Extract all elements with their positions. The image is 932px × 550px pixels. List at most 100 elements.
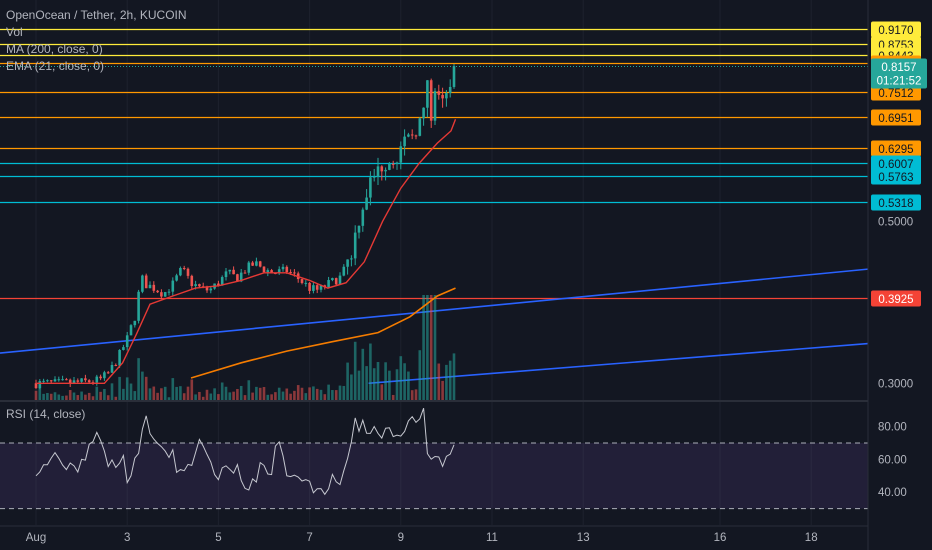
time-tick-label: 13 xyxy=(577,532,590,544)
candle-body xyxy=(232,269,235,275)
ma200-line xyxy=(190,287,456,379)
candle-body xyxy=(125,335,129,348)
candle-body xyxy=(239,272,243,282)
candle-body xyxy=(87,380,91,383)
volume-bar xyxy=(437,363,441,400)
volume-bar xyxy=(175,386,178,400)
volume-bar xyxy=(388,370,391,400)
candle-body xyxy=(152,284,156,291)
volume-bar xyxy=(84,394,87,400)
price-level-label: 0.5763 xyxy=(878,172,913,184)
volume-bar xyxy=(315,388,319,400)
price-level-tag xyxy=(871,155,921,172)
volume-bar xyxy=(429,295,433,400)
candle-body xyxy=(262,266,266,273)
volume-bar xyxy=(376,362,380,400)
volume-bar xyxy=(46,393,49,400)
time-tick-label: Aug xyxy=(26,532,46,544)
candle-body xyxy=(331,278,334,281)
volume-bar xyxy=(87,392,91,400)
candle-body xyxy=(190,275,194,287)
rsi-tick-label: 40.00 xyxy=(878,487,907,499)
candle-body xyxy=(110,364,114,373)
candle-body xyxy=(410,134,414,136)
rsi-pane[interactable] xyxy=(0,408,868,510)
candle-body xyxy=(391,163,395,165)
candle-body xyxy=(285,266,289,273)
volume-bar xyxy=(213,388,216,400)
volume-bar xyxy=(391,394,395,400)
candle-body xyxy=(205,286,209,291)
candle-body xyxy=(308,282,311,291)
candle-body xyxy=(118,349,121,366)
candle-body xyxy=(49,380,53,382)
volume-bar xyxy=(179,386,182,400)
candle-body xyxy=(106,372,110,374)
candle-body xyxy=(34,383,38,389)
moving-averages xyxy=(36,118,457,384)
candle-body xyxy=(365,197,368,210)
volume-bar xyxy=(281,391,285,400)
price-level-label: 0.3925 xyxy=(878,294,913,306)
volume-bar xyxy=(186,386,190,400)
candle-body xyxy=(372,176,376,178)
candle-body xyxy=(179,267,182,276)
candle-body xyxy=(80,378,83,382)
candle-body xyxy=(338,275,342,285)
candle-body xyxy=(361,209,365,226)
volume-bar xyxy=(42,393,45,400)
volume-bar xyxy=(99,391,102,400)
candle-body xyxy=(198,284,201,287)
candle-body xyxy=(346,259,349,267)
volume-bar xyxy=(232,391,235,400)
candle-body xyxy=(395,162,399,164)
volume-bar xyxy=(433,295,437,400)
volume-bar xyxy=(228,392,232,400)
candle-body xyxy=(342,266,346,276)
volume-bar xyxy=(399,356,403,400)
volume-bar xyxy=(372,368,376,400)
volume-bar xyxy=(323,394,327,400)
legend-ema: EMA (21, close, 0) xyxy=(6,59,105,73)
candle-body xyxy=(281,266,285,270)
candle-body xyxy=(376,166,380,177)
candle-body xyxy=(194,284,197,287)
candle-body xyxy=(243,272,247,274)
price-axis[interactable]: 0.91700.87530.84430.82360.75120.69510.62… xyxy=(867,0,932,550)
volume-bar xyxy=(144,376,148,400)
volume-bar xyxy=(57,394,61,400)
time-tick-label: 9 xyxy=(398,532,404,544)
volume-bar xyxy=(198,391,201,400)
candle-body xyxy=(369,177,372,198)
candle-body xyxy=(422,107,425,119)
volume-bar xyxy=(274,392,277,400)
volume-bar xyxy=(152,386,156,400)
volume-bar xyxy=(289,393,292,400)
volume-bar xyxy=(171,378,175,400)
price-tick-label: 0.5000 xyxy=(878,216,913,228)
volume-bar xyxy=(106,395,110,400)
volume-bar xyxy=(68,390,72,400)
volume-bar xyxy=(300,387,304,400)
volume-bar xyxy=(110,383,114,400)
candle-body xyxy=(68,379,72,384)
price-pane[interactable] xyxy=(0,28,869,401)
time-axis[interactable]: Aug 3 5 7 9 11 13 16 18 xyxy=(0,525,868,544)
legend-ma: MA (200, close, 0) xyxy=(6,42,103,56)
volume-bar xyxy=(34,390,38,400)
volume-bar xyxy=(38,384,42,400)
volume-bar xyxy=(270,394,273,400)
volume-bar xyxy=(395,369,399,400)
volume-bar xyxy=(65,395,68,400)
volume-bar xyxy=(220,382,224,400)
candle-body xyxy=(315,285,319,290)
candle-body xyxy=(42,380,45,382)
volume-bar xyxy=(194,394,197,400)
volume-bar xyxy=(338,385,342,400)
volume-bar xyxy=(441,380,444,400)
volume-bar xyxy=(49,393,53,400)
candle-body xyxy=(429,80,433,121)
candle-body xyxy=(228,269,232,272)
candle-body xyxy=(380,166,384,172)
